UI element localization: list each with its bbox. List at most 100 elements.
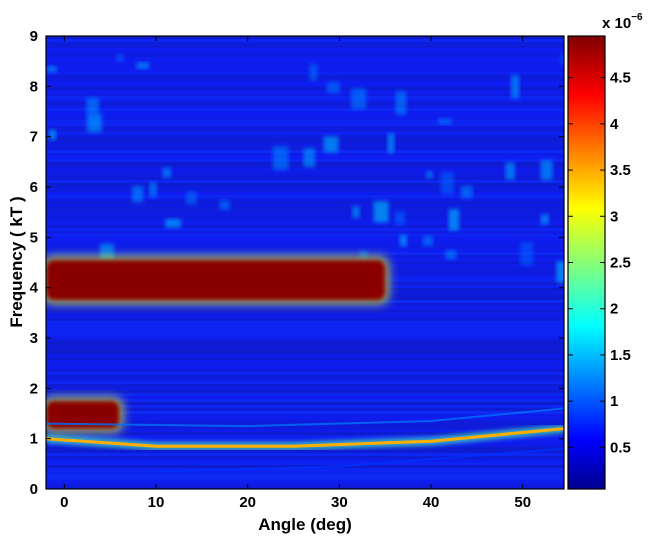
texture-blob xyxy=(540,160,553,181)
colorbar-tick-label: 4.5 xyxy=(610,70,631,87)
texture-streak xyxy=(46,381,564,384)
texture-blob xyxy=(165,218,181,228)
texture-streak xyxy=(46,408,564,411)
texture-streak xyxy=(46,231,564,234)
texture-streak xyxy=(46,483,564,486)
y-tick-label: 7 xyxy=(30,129,38,146)
texture-blob xyxy=(86,97,99,114)
texture-streak xyxy=(46,429,564,432)
texture-streak xyxy=(46,417,564,420)
texture-streak xyxy=(46,234,564,237)
texture-blob xyxy=(460,185,473,199)
texture-streak xyxy=(46,195,564,198)
texture-streak xyxy=(46,240,564,243)
texture-streak xyxy=(46,312,564,315)
heatmap-features xyxy=(46,255,564,473)
texture-streak xyxy=(46,81,564,84)
texture-blob xyxy=(399,234,407,247)
texture-streak xyxy=(46,225,564,228)
texture-blob xyxy=(359,250,368,259)
texture-streak xyxy=(46,105,564,108)
texture-streak xyxy=(46,351,564,354)
texture-streak xyxy=(46,69,564,72)
texture-blob xyxy=(387,133,395,154)
x-tick-label: 0 xyxy=(60,494,68,511)
texture-blob xyxy=(309,63,318,81)
texture-streak xyxy=(46,78,564,81)
texture-streak xyxy=(46,36,564,39)
y-tick-label: 4 xyxy=(30,280,39,297)
texture-blob xyxy=(560,53,564,65)
y-tick-label: 1 xyxy=(30,431,38,448)
texture-streak xyxy=(46,192,564,195)
texture-blob xyxy=(323,136,339,153)
texture-streak xyxy=(46,405,564,408)
colorbar-gradient xyxy=(567,35,606,490)
x-axis-label: Angle (deg) xyxy=(258,515,352,534)
texture-streak xyxy=(46,456,564,459)
texture-blob xyxy=(505,162,515,180)
texture-streak xyxy=(46,393,564,396)
texture-streak xyxy=(46,468,564,471)
texture-streak xyxy=(46,309,564,312)
texture-streak xyxy=(46,348,564,351)
texture-streak xyxy=(46,369,564,372)
texture-streak xyxy=(46,228,564,231)
texture-streak xyxy=(46,66,564,69)
texture-blob xyxy=(219,200,230,210)
texture-streak xyxy=(46,126,564,129)
x-tick-label: 20 xyxy=(239,494,256,511)
texture-streak xyxy=(46,111,564,114)
texture-streak xyxy=(46,453,564,456)
texture-streak xyxy=(46,201,564,204)
texture-streak xyxy=(46,252,564,255)
texture-blob xyxy=(426,171,434,179)
texture-streak xyxy=(46,363,564,366)
texture-streak xyxy=(46,39,564,42)
texture-streak xyxy=(46,402,564,405)
texture-streak xyxy=(46,87,564,90)
texture-streak xyxy=(46,108,564,111)
texture-streak xyxy=(46,42,564,45)
texture-streak xyxy=(46,123,564,126)
heatmap-plot-area xyxy=(45,35,565,490)
texture-blob xyxy=(438,118,452,125)
texture-streak xyxy=(46,342,564,345)
texture-streak xyxy=(46,387,564,390)
texture-streak xyxy=(46,48,564,51)
texture-streak xyxy=(46,462,564,465)
faint-curve xyxy=(46,407,564,428)
texture-streak xyxy=(46,120,564,123)
texture-streak xyxy=(46,420,564,423)
texture-streak xyxy=(46,180,564,183)
x-axis-ticks: 0 10 20 30 40 50 xyxy=(60,36,531,511)
texture-blob xyxy=(326,81,340,94)
texture-streak xyxy=(46,345,564,348)
texture-blob xyxy=(352,206,360,219)
texture-streak xyxy=(46,129,564,132)
texture-streak xyxy=(46,222,564,225)
texture-streak xyxy=(46,354,564,357)
colorbar-tick-label: 2 xyxy=(610,301,618,318)
texture-streak xyxy=(46,432,564,435)
texture-streak xyxy=(46,426,564,429)
texture-streak xyxy=(46,174,564,177)
texture-streak xyxy=(46,327,564,330)
texture-streak xyxy=(46,480,564,483)
colorbar-multiplier-base: x 10 xyxy=(602,15,631,32)
texture-streak xyxy=(46,135,564,138)
texture-blob xyxy=(511,75,520,99)
colorbar-tick-label: 1.5 xyxy=(610,347,631,364)
texture-streak xyxy=(46,168,564,171)
y-axis-label: Frequency ( kT ) xyxy=(7,196,26,327)
texture-blob xyxy=(540,214,549,225)
texture-streak xyxy=(46,414,564,417)
colorbar-multiplier: x 10−6 xyxy=(602,12,643,32)
texture-streak xyxy=(46,249,564,252)
dispersion-curve xyxy=(46,427,564,448)
texture-streak xyxy=(46,318,564,321)
texture-streak xyxy=(46,237,564,240)
texture-streak xyxy=(46,210,564,213)
texture-streak xyxy=(46,96,564,99)
texture-streak xyxy=(46,339,564,342)
